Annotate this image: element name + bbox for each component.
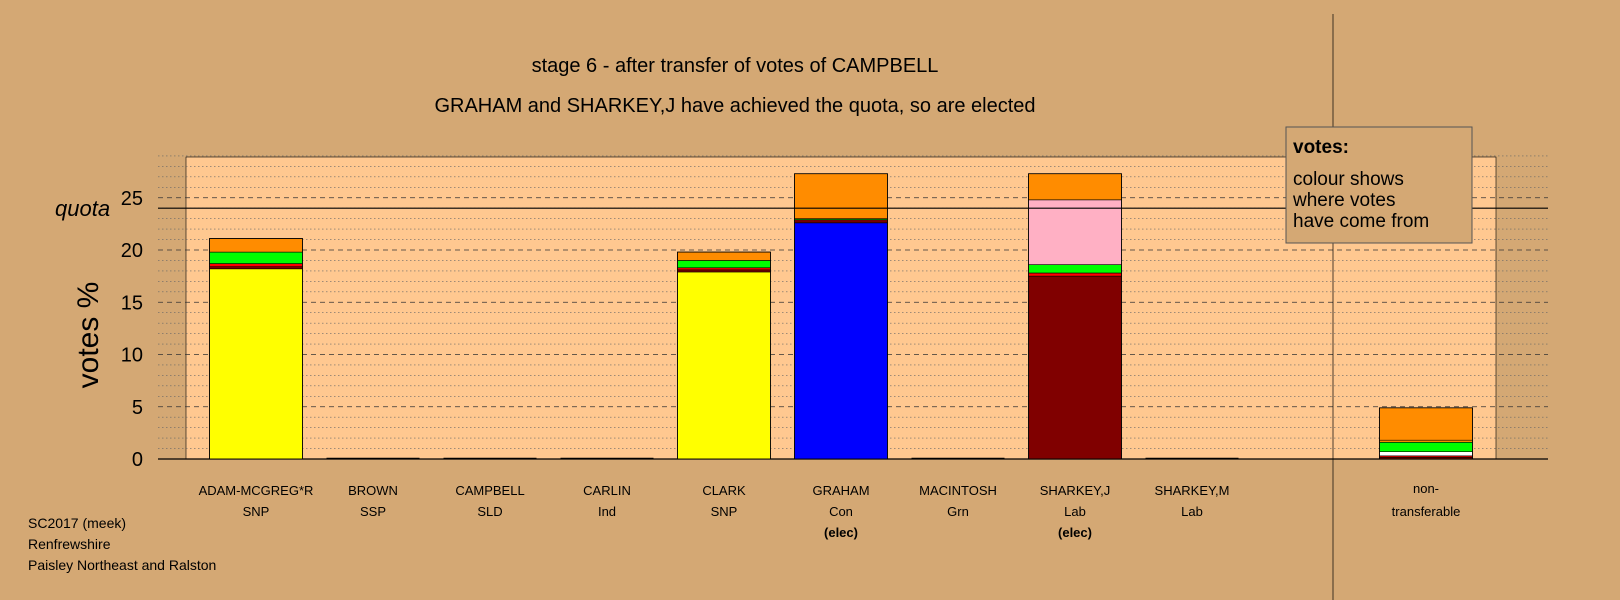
candidate-status: (elec) xyxy=(824,525,858,540)
candidate-name: CLARK xyxy=(702,483,746,498)
bar-outline xyxy=(794,173,888,460)
quota-label: quota xyxy=(55,196,110,221)
y-tick-label: 20 xyxy=(121,240,143,262)
candidate-name: SHARKEY,M xyxy=(1155,483,1230,498)
bar-segment xyxy=(209,238,303,253)
bar-graham xyxy=(794,173,888,460)
footer-line-2: Renfrewshire xyxy=(28,536,111,552)
candidate-party: Con xyxy=(829,504,853,519)
bar-adam-mcgreg-r xyxy=(209,238,303,460)
candidate-party: SNP xyxy=(711,504,738,519)
y-tick-label: 5 xyxy=(132,397,143,419)
legend-line-2: where votes xyxy=(1292,190,1395,211)
y-axis-label: votes % xyxy=(72,282,105,389)
bar-segment xyxy=(1028,264,1122,274)
candidate-name: BROWN xyxy=(348,483,398,498)
candidate-party: SLD xyxy=(477,504,502,519)
y-tick-label: 0 xyxy=(132,449,143,471)
bar-segment xyxy=(677,271,771,460)
candidate-name: ADAM-MCGREG*R xyxy=(199,483,314,498)
candidate-party: SSP xyxy=(360,504,386,519)
footer-line-3: Paisley Northeast and Ralston xyxy=(28,557,216,573)
bar-segment xyxy=(1028,199,1122,265)
candidate-name: MACINTOSH xyxy=(919,483,997,498)
bar-outline xyxy=(209,238,303,460)
y-tick-label: 25 xyxy=(121,188,143,210)
candidate-party: Lab xyxy=(1064,504,1086,519)
bar-segment xyxy=(794,222,888,460)
candidate-party: Lab xyxy=(1181,504,1203,519)
footer-line-1: SC2017 (meek) xyxy=(28,515,126,531)
bar-segment xyxy=(794,220,888,224)
legend-title: votes: xyxy=(1293,137,1349,158)
legend-box xyxy=(1285,126,1473,244)
bar-non- xyxy=(1379,407,1473,460)
bar-segment xyxy=(1028,275,1122,460)
bar-segment xyxy=(1028,173,1122,201)
bar-outline xyxy=(1379,407,1473,460)
bar-segment xyxy=(677,251,771,261)
bar-segment xyxy=(1028,272,1122,277)
candidate-name: CAMPBELL xyxy=(455,483,524,498)
bar-clark xyxy=(677,251,771,460)
legend-line-3: have come from xyxy=(1293,211,1429,232)
x-axis-labels: ADAM-MCGREG*R SNP BROWN SSP CAMPBELL SLD CARLI… xyxy=(199,481,1461,540)
bar-segment xyxy=(794,173,888,219)
legend: votes: colour shows where votes have com… xyxy=(1285,126,1473,244)
bar-outline xyxy=(677,251,771,460)
bar-segment xyxy=(1379,407,1473,441)
candidate-name: non- xyxy=(1413,481,1439,496)
candidate-name: CARLIN xyxy=(583,483,631,498)
bar-segment xyxy=(1379,439,1473,443)
candidate-status: (elec) xyxy=(1058,525,1092,540)
bar-outline xyxy=(1028,173,1122,460)
bars xyxy=(209,173,1473,460)
bar-segment xyxy=(677,260,771,269)
bar-sharkey-j xyxy=(1028,173,1122,460)
candidate-party: SNP xyxy=(243,504,270,519)
y-tick-label: 10 xyxy=(121,345,143,367)
candidate-name: SHARKEY,J xyxy=(1040,483,1111,498)
chart-title: stage 6 - after transfer of votes of CAM… xyxy=(532,55,939,77)
candidate-party: transferable xyxy=(1392,504,1461,519)
bar-segment xyxy=(1379,441,1473,452)
y-axis: 0 5 10 15 20 25 xyxy=(121,188,143,471)
candidate-party: Grn xyxy=(947,504,969,519)
bar-segment xyxy=(209,266,303,270)
chart-subtitle: GRAHAM and SHARKEY,J have achieved the q… xyxy=(434,95,1035,117)
bar-segment xyxy=(677,267,771,271)
candidate-name: GRAHAM xyxy=(812,483,869,498)
bar-segment xyxy=(677,269,771,273)
bar-segment xyxy=(209,251,303,264)
bar-segment xyxy=(1379,451,1473,457)
bar-segment xyxy=(209,268,303,460)
legend-line-1: colour shows xyxy=(1293,169,1404,190)
candidate-party: Ind xyxy=(598,504,616,519)
y-tick-label: 15 xyxy=(121,292,143,314)
bar-segment xyxy=(209,263,303,268)
